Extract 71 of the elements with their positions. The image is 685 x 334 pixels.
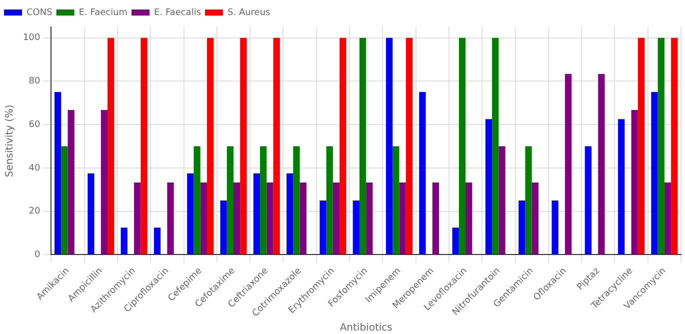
bar	[194, 146, 200, 254]
bar	[54, 92, 62, 254]
bar	[154, 228, 161, 254]
bar	[386, 38, 393, 254]
bar	[134, 182, 141, 254]
bar	[220, 200, 227, 254]
bar	[226, 146, 234, 254]
bar	[68, 110, 74, 254]
y-axis-title: Sensitivity (%)	[4, 104, 16, 178]
y-tick-label: 100	[22, 33, 40, 44]
bar	[340, 38, 346, 254]
bar	[638, 38, 645, 254]
legend-label: CONS	[26, 8, 53, 18]
legend-label: E. Faecalis	[154, 8, 202, 18]
bar	[100, 110, 108, 254]
bar	[492, 38, 499, 254]
bar	[352, 200, 360, 254]
bar	[200, 182, 207, 254]
bar	[392, 146, 400, 254]
bar	[406, 38, 412, 254]
bar	[552, 200, 558, 254]
bar	[631, 110, 638, 254]
bar	[233, 182, 240, 254]
bar	[432, 182, 440, 254]
bar	[651, 92, 658, 254]
bar	[518, 200, 526, 254]
x-axis-title: Antibiotics	[340, 322, 392, 334]
y-tick-label: 80	[28, 76, 40, 87]
bar	[564, 74, 572, 254]
bar	[187, 173, 194, 254]
bar	[253, 173, 260, 254]
bar	[458, 38, 466, 254]
bar	[326, 146, 333, 254]
y-tick-label: 20	[28, 206, 40, 217]
bar	[140, 38, 148, 254]
bar	[240, 38, 247, 254]
bar	[359, 38, 366, 254]
bar	[598, 74, 605, 254]
bar	[618, 119, 625, 254]
bar	[366, 182, 373, 254]
bar	[332, 182, 340, 254]
bar	[293, 146, 300, 254]
bar	[584, 146, 592, 254]
bar	[120, 228, 128, 254]
y-tick-label: 0	[34, 250, 40, 260]
bar	[266, 182, 274, 254]
bar	[399, 182, 406, 254]
bar	[300, 182, 306, 254]
bar	[88, 173, 94, 254]
bar	[664, 182, 672, 254]
bar	[273, 38, 280, 254]
bar	[419, 92, 426, 254]
bar	[671, 38, 678, 254]
bar	[286, 173, 294, 254]
y-tick-label: 40	[28, 163, 40, 174]
bar	[532, 182, 538, 254]
bar	[452, 228, 459, 254]
legend-label: S. Aureus	[228, 8, 271, 18]
bar	[525, 146, 532, 254]
bar	[260, 146, 267, 254]
y-tick-label: 60	[28, 120, 40, 130]
bar	[498, 146, 506, 254]
bar	[658, 38, 664, 254]
bar	[61, 146, 68, 254]
bar	[206, 38, 214, 254]
bar	[320, 200, 326, 254]
bar	[485, 119, 492, 254]
bar	[167, 182, 174, 254]
bar	[108, 38, 114, 254]
legend-label: E. Faecium	[78, 8, 128, 18]
bar	[466, 182, 472, 254]
